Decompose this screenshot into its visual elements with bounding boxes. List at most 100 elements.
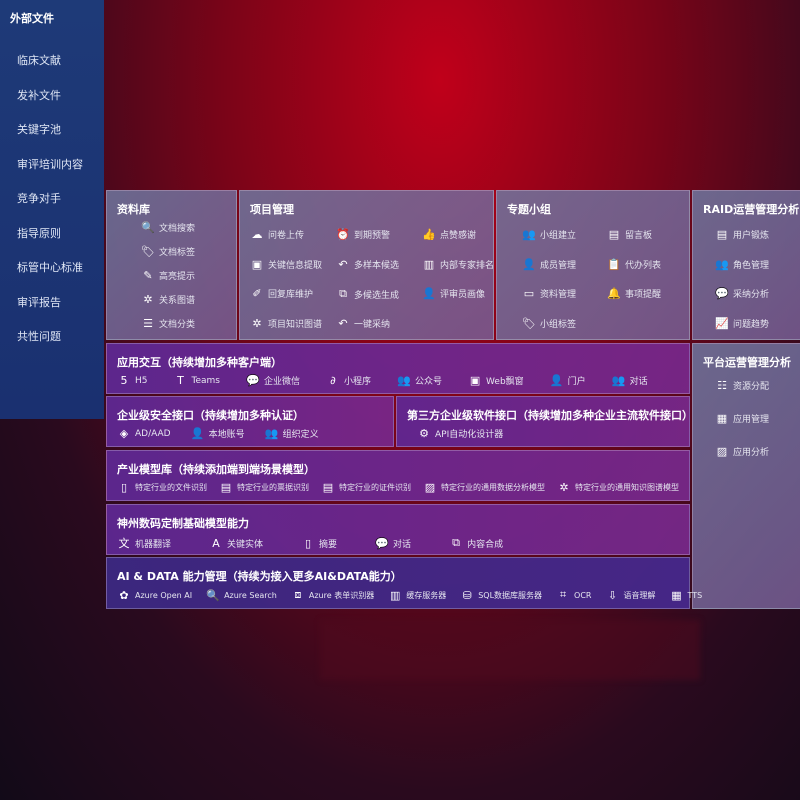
item-label: 特定行业的票据识别 — [237, 483, 309, 492]
item-window[interactable]: ▣ 关键信息提取 — [250, 258, 322, 271]
gear-icon: ⚙ — [419, 427, 429, 440]
item-user-add[interactable]: 👤 成员管理 — [522, 258, 576, 271]
sidebar-item[interactable]: 标管中心标准 — [17, 261, 83, 274]
item-label: 特定行业的通用数据分析模型 — [441, 483, 545, 492]
panel-interaction: 应用交互（持续增加多种客户端） 5 H5 T Teams 💬 企业微信 ∂ 小程序 👥 公众号 ▣ We… — [106, 343, 690, 394]
item-reply[interactable]: ↶ 多样本候选 — [336, 258, 399, 271]
item-ad[interactable]: ◈ AD/AAD — [117, 427, 171, 440]
wechat-icon: 💬 — [246, 374, 260, 387]
item-doc-class[interactable]: ☰ 文档分类 — [141, 317, 195, 330]
item-label: 文档搜索 — [159, 224, 196, 234]
doc-search-icon: 🔍 — [141, 221, 155, 234]
item-edit[interactable]: ✐ 回复库维护 — [250, 287, 313, 300]
item-label: 小程序 — [344, 377, 372, 387]
item-label: 本地账号 — [208, 430, 245, 440]
item-label: 对话 — [629, 377, 648, 387]
sidebar-external-files: 外部文件 临床文献 发补文件 关键字池 审评培训内容 竞争对手 指导原则 标管中心标准 审评报… — [0, 0, 104, 419]
sidebar-item[interactable]: 共性问题 — [17, 330, 61, 343]
item-users[interactable]: 👥 公众号 — [397, 374, 442, 387]
panel-title: 应用交互（持续增加多种客户端） — [117, 356, 282, 369]
item-chat[interactable]: 💬 对话 — [375, 535, 411, 551]
item-portal[interactable]: 👤 门户 — [550, 374, 586, 387]
item-label: 到期预警 — [354, 231, 391, 241]
item-window[interactable]: ▣ Web飘窗 — [468, 374, 524, 387]
item-chat-users[interactable]: 👥 对话 — [612, 374, 648, 387]
item-label: Web飘窗 — [486, 377, 524, 387]
item-file[interactable]: ▯ 特定行业的文件识别 — [117, 481, 207, 494]
item-cache[interactable]: ▥ 缓存服务器 — [388, 588, 446, 602]
item-graph[interactable]: ✲ 项目知识图谱 — [250, 317, 322, 330]
item-doc-search[interactable]: 🔍 文档搜索 — [141, 221, 195, 234]
item-list[interactable]: ☷ 资源分配 — [715, 379, 769, 392]
item-alarm[interactable]: ⏰ 到期预警 — [336, 228, 390, 241]
item-graph[interactable]: ✲ 关系图谱 — [141, 293, 195, 306]
sidebar-item[interactable]: 发补文件 — [17, 88, 61, 102]
window-icon: ▣ — [469, 374, 481, 387]
item-teams[interactable]: T Teams — [174, 374, 220, 387]
item-thumbs-up[interactable]: 👍 点赞感谢 — [422, 228, 476, 241]
item-wechat[interactable]: 💬 企业微信 — [246, 374, 300, 387]
item-miniprogram[interactable]: ∂ 小程序 — [326, 374, 371, 387]
item-id-card[interactable]: ▤ 用户锻炼 — [715, 228, 769, 241]
sidebar-item[interactable]: 审评培训内容 — [17, 157, 83, 171]
item-form[interactable]: ⧈ Azure 表单识别器 — [291, 588, 374, 602]
item-ocr[interactable]: ⌗ OCR — [556, 588, 592, 602]
item-database[interactable]: ⛁ SQL数据库服务器 — [460, 588, 542, 602]
item-bell[interactable]: 🔔 事项提醒 — [607, 287, 661, 300]
item-tts[interactable]: ▦ TTS — [670, 588, 702, 602]
item-user[interactable]: 👤 评审员画像 — [422, 287, 485, 300]
sidebar-item[interactable]: 临床文献 — [17, 54, 61, 67]
panel-industry: 产业模型库（持续添加端到端场景模型） ▯ 特定行业的文件识别 ▤ 特定行业的票据识别 ▤ 特… — [106, 450, 690, 501]
panel-title: RAID运营管理分析 — [703, 203, 800, 216]
item-tag[interactable]: 🏷 文档标签 — [141, 245, 195, 258]
sidebar-item[interactable]: 竞争对手 — [17, 192, 61, 205]
sidebar-item[interactable]: 指导原则 — [17, 226, 61, 240]
item-label: 机器翻译 — [135, 539, 172, 550]
item-apps[interactable]: ▦ 应用管理 — [715, 412, 769, 425]
item-tag[interactable]: 🏷 小组标签 — [522, 317, 576, 330]
item-html5[interactable]: 5 H5 — [117, 374, 148, 387]
item-speech[interactable]: ⇩ 语音理解 — [606, 588, 656, 602]
item-label: 特定行业的文件识别 — [135, 483, 207, 492]
item-id-card[interactable]: ▤ 特定行业的证件识别 — [321, 481, 411, 494]
item-group[interactable]: 👥 小组建立 — [522, 228, 576, 241]
translate-icon: 文 — [118, 537, 130, 550]
bell-icon: 🔔 — [607, 287, 621, 300]
graph-icon: ✲ — [252, 316, 262, 330]
item-chart[interactable]: ▨ 应用分析 — [715, 445, 769, 458]
item-entity[interactable]: A 关键实体 — [209, 535, 263, 551]
qa-icon: 💬 — [715, 287, 729, 300]
item-translate[interactable]: 文机器翻译 — [117, 535, 172, 551]
item-label: 资源分配 — [733, 382, 770, 392]
item-label: 关键信息提取 — [268, 260, 323, 271]
item-summary[interactable]: ▯ 摘要 — [301, 535, 337, 551]
item-label: 公众号 — [415, 377, 443, 387]
item-receipt[interactable]: ▤ 特定行业的票据识别 — [219, 481, 309, 494]
item-gear[interactable]: ⚙ API自动化设计器 — [417, 427, 503, 440]
item-openai[interactable]: ✿ Azure Open AI — [117, 588, 192, 602]
item-graph[interactable]: ✲ 特定行业的通用知识图谱模型 — [557, 481, 679, 494]
item-org[interactable]: 👥 组织定义 — [265, 427, 319, 440]
item-reply[interactable]: ↶ 一键采纳 — [336, 317, 390, 330]
item-search[interactable]: 🔍 Azure Search — [206, 588, 277, 602]
item-pen[interactable]: ✎ 高亮提示 — [141, 269, 195, 282]
item-user-lock[interactable]: 👤 本地账号 — [191, 427, 245, 440]
item-bbs[interactable]: ▤ 留言板 — [607, 228, 652, 241]
item-users[interactable]: 👥 角色管理 — [715, 258, 769, 271]
item-puzzle[interactable]: ⧉ 多候选生成 — [336, 287, 399, 301]
item-label: 摘要 — [319, 539, 338, 550]
item-folder[interactable]: ▭ 资料管理 — [522, 287, 576, 300]
trend-icon: 📈 — [715, 316, 729, 330]
item-trend[interactable]: 📈 问题趋势 — [715, 317, 769, 330]
item-clipboard[interactable]: 📋 代办列表 — [607, 258, 661, 271]
graph-icon: ✲ — [143, 293, 153, 306]
item-qa[interactable]: 💬 采纳分析 — [715, 287, 769, 300]
item-ranking[interactable]: ▥ 内部专家排名 — [422, 258, 494, 271]
item-puzzle[interactable]: ⧉ 内容合成 — [449, 535, 503, 551]
entity-icon: A — [212, 536, 220, 550]
item-image[interactable]: ▨ 特定行业的通用数据分析模型 — [423, 481, 545, 494]
item-cloud-upload[interactable]: ☁ 问卷上传 — [250, 228, 305, 241]
sidebar-item[interactable]: 关键字池 — [17, 123, 61, 136]
file-icon: ▯ — [120, 481, 128, 494]
sidebar-item[interactable]: 审评报告 — [17, 295, 61, 309]
